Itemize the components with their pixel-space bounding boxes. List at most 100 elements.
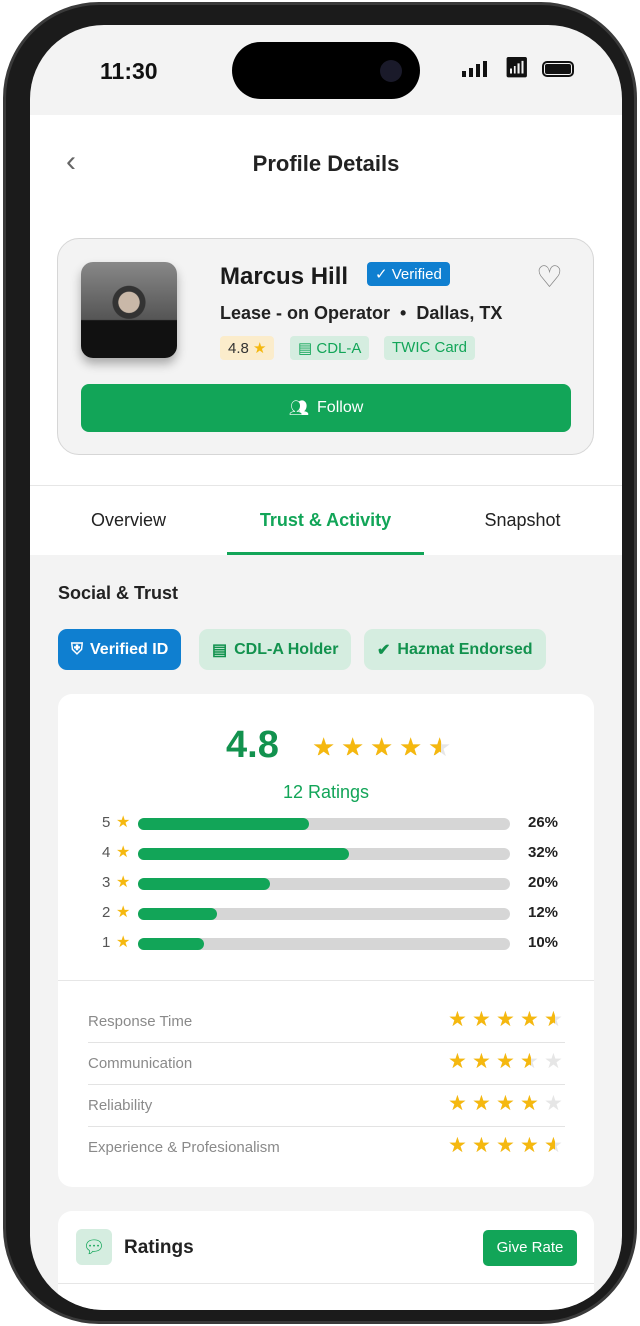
distribution-row: 5 ★ 26% <box>98 814 568 834</box>
twic-chip: TWIC Card <box>384 336 475 360</box>
follow-label: Follow <box>317 399 364 416</box>
badge-hazmat: ✔ Hazmat Endorsed <box>364 629 546 670</box>
heart-icon[interactable]: ♡ <box>536 261 563 294</box>
tab-snapshot[interactable]: Snapshot <box>484 510 561 530</box>
back-button[interactable]: ‹ <box>66 145 76 178</box>
verified-label: Verified <box>391 266 442 283</box>
star-icon: ★★ <box>520 1134 539 1157</box>
star-icon: ★★ <box>496 1050 515 1073</box>
star-icon: ★★ <box>370 732 394 762</box>
progress-fill <box>138 938 204 950</box>
attribute-row: Communication ★★★★★★★★★★ <box>88 1043 565 1085</box>
average-stars: ★ ★ ★ ★ ★ ★ ★ ★ ★ ★ <box>312 734 454 760</box>
star-icon: ★★ <box>544 1092 563 1115</box>
give-rate-button[interactable]: Give Rate <box>483 1230 577 1266</box>
star-level: 5 <box>102 814 111 831</box>
star-icon: ★ <box>116 844 131 861</box>
star-icon: ★ <box>253 340 267 357</box>
star-level: 3 <box>102 874 111 891</box>
check-circle-icon: ✔ <box>377 641 391 659</box>
progress-fill <box>138 818 310 830</box>
star-icon: ★★ <box>472 1050 491 1073</box>
star-icon: ★★ <box>312 732 336 762</box>
profile-card: Marcus Hill ✓ Verified ♡ Lease - on Oper… <box>57 238 594 455</box>
rating-chip: 4.8 ★ <box>220 336 275 360</box>
camera-icon <box>380 60 402 82</box>
progress-track <box>138 818 510 830</box>
attribute-stars: ★★★★★★★★★★ <box>448 1009 565 1030</box>
star-icon: ★★ <box>544 1134 563 1157</box>
star-icon: ★★ <box>448 1050 467 1073</box>
star-icon: ★★ <box>520 1008 539 1031</box>
star-icon: ★★ <box>544 1050 563 1073</box>
attribute-row: Response Time ★ ★ ★ ★ ★ ★ ★ ★ ★ ★ <box>88 1001 565 1043</box>
star-level: 1 <box>102 934 111 951</box>
badge-verified-id: ⛨ Verified ID <box>58 629 182 670</box>
divider <box>58 980 594 981</box>
star-icon: ★★ <box>448 1134 467 1157</box>
star-icon: ★★ <box>399 732 423 762</box>
progress-track <box>138 938 510 950</box>
follow-button[interactable]: 👥︎ Follow <box>81 384 571 432</box>
shield-icon: ⛨ <box>71 640 84 658</box>
attribute-row: Experience & Profesionalism ★ ★ ★ ★ ★ ★ ★ ★ ★ ★ <box>88 1127 565 1169</box>
signal-icon <box>462 61 487 77</box>
star-icon: ★★ <box>472 1008 491 1031</box>
ratings-count: 12 Ratings <box>282 782 370 802</box>
section-title: Social & Trust <box>58 583 179 603</box>
cdl-label: CDL-A <box>316 340 362 357</box>
battery-icon <box>542 61 574 77</box>
phone-frame: 11:30 📶︎ ‹ Profile Details Marcus Hill ✓… <box>3 2 637 1324</box>
badge-label: CDL-A Holder <box>234 640 339 658</box>
star-icon: ★★ <box>472 1134 491 1157</box>
attribute-label: Communication <box>88 1055 193 1072</box>
screen: 11:30 📶︎ ‹ Profile Details Marcus Hill ✓… <box>30 25 622 1310</box>
badge-label: Hazmat Endorsed <box>397 640 533 658</box>
star-icon: ★★ <box>448 1092 467 1115</box>
divider <box>58 1283 594 1284</box>
distribution-row: 1 ★ 10% <box>98 934 568 954</box>
progress-fill <box>138 908 217 920</box>
distribution-row: 4 ★ 32% <box>98 844 568 864</box>
distribution-row: 2 ★ 12% <box>98 904 568 924</box>
progress-track <box>138 908 510 920</box>
verified-badge: ✓ Verified <box>367 262 450 286</box>
attribute-label: Response Time <box>88 1013 193 1030</box>
role: Lease - on Operator <box>220 303 391 323</box>
tab-overview[interactable]: Overview <box>90 510 166 530</box>
users-icon: 👥︎ <box>288 400 310 417</box>
attribute-stars: ★★★★★★★★★★ <box>448 1135 565 1156</box>
star-level: 2 <box>102 904 111 921</box>
rating-value: 4.8 <box>228 340 249 357</box>
star-icon: ★★ <box>472 1092 491 1115</box>
attribute-stars: ★★★★★★★★★★ <box>448 1051 565 1072</box>
percent-label: 20% <box>528 874 559 891</box>
star-icon: ★★ <box>496 1008 515 1031</box>
percent-label: 26% <box>528 814 559 831</box>
page-title: Profile Details <box>252 151 400 176</box>
wifi-icon: 📶︎ <box>504 57 530 79</box>
percent-label: 12% <box>528 904 559 921</box>
star-icon: ★ <box>116 874 131 891</box>
badge-label: Verified ID <box>90 640 169 658</box>
profile-subtitle: Lease - on Operator • Dallas, TX <box>220 303 503 323</box>
star-level: 4 <box>102 844 111 861</box>
tab-trust-activity[interactable]: Trust & Activity <box>259 510 392 530</box>
progress-fill <box>138 878 270 890</box>
profile-name: Marcus Hill <box>220 263 349 290</box>
star-icon: ★★ <box>341 732 365 762</box>
cdl-chip: ▤ CDL-A <box>290 336 370 360</box>
dynamic-island <box>232 42 420 99</box>
progress-track <box>138 848 510 860</box>
star-icon: ★ <box>116 904 131 921</box>
star-icon: ★★ <box>448 1008 467 1031</box>
star-icon: ★★ <box>496 1134 515 1157</box>
star-icon: ★ <box>116 934 131 951</box>
location: Dallas, TX <box>416 303 503 323</box>
average-rating: 4.8 <box>226 724 279 766</box>
attribute-row: Reliability★★★★★★★★★★ <box>88 1085 565 1127</box>
percent-label: 32% <box>528 844 559 861</box>
ratings-title: Ratings <box>124 1237 194 1258</box>
percent-label: 10% <box>528 934 559 951</box>
star-icon: ★★ <box>544 1008 563 1031</box>
